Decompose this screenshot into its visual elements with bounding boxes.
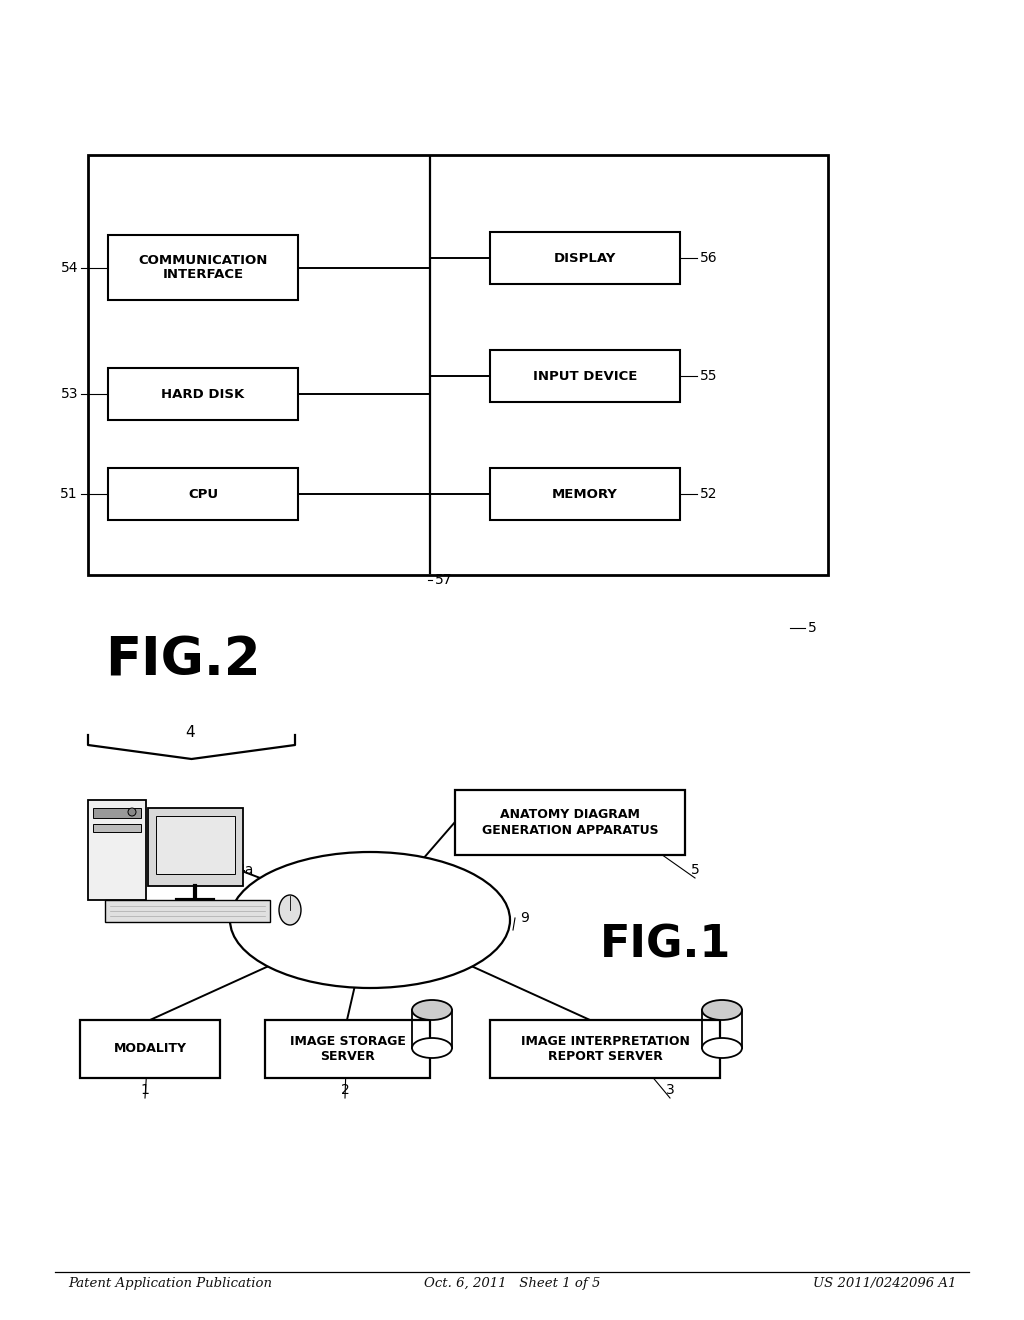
Text: COMMUNICATION
INTERFACE: COMMUNICATION INTERFACE [138,253,267,281]
Text: 55: 55 [700,370,718,383]
Text: DISPLAY: DISPLAY [554,252,616,264]
Text: 5: 5 [808,620,817,635]
Bar [93,808,141,818]
Bar [108,235,298,300]
Bar [108,469,298,520]
Bar [88,154,828,576]
Ellipse shape [702,1001,742,1020]
Bar [88,800,146,900]
Ellipse shape [128,808,136,816]
Text: HARD DISK: HARD DISK [162,388,245,400]
Text: INPUT DEVICE: INPUT DEVICE [532,370,637,383]
Text: ANATOMY DIAGRAM
GENERATION APPARATUS: ANATOMY DIAGRAM GENERATION APPARATUS [481,808,658,837]
Text: 2: 2 [341,1082,349,1097]
Ellipse shape [412,1038,452,1059]
Text: IMAGE STORAGE
SERVER: IMAGE STORAGE SERVER [290,1035,406,1063]
Text: Oct. 6, 2011   Sheet 1 of 5: Oct. 6, 2011 Sheet 1 of 5 [424,1276,600,1290]
Bar [490,1020,720,1078]
Text: CPU: CPU [188,487,218,500]
Bar [490,350,680,403]
Text: 54: 54 [60,261,78,275]
Ellipse shape [279,895,301,925]
Bar [490,232,680,284]
Text: Patent Application Publication: Patent Application Publication [68,1276,272,1290]
Text: 4: 4 [185,725,195,741]
Text: 57: 57 [435,573,453,587]
Bar [455,789,685,855]
Text: 1: 1 [140,1082,150,1097]
Bar [156,816,234,874]
Text: 5: 5 [690,863,699,876]
Text: 3: 3 [666,1082,675,1097]
Bar [108,368,298,420]
Bar [490,469,680,520]
Ellipse shape [702,1038,742,1059]
Text: 51: 51 [60,487,78,502]
Text: MODALITY: MODALITY [114,1043,186,1056]
Text: IMAGE INTERPRETATION
REPORT SERVER: IMAGE INTERPRETATION REPORT SERVER [520,1035,689,1063]
Text: FIG.2: FIG.2 [105,634,261,686]
Ellipse shape [230,851,510,987]
Bar [80,1020,220,1078]
Text: 53: 53 [60,387,78,401]
Bar [265,1020,430,1078]
Bar [148,808,243,886]
Text: 4a: 4a [237,863,254,876]
Text: US 2011/0242096 A1: US 2011/0242096 A1 [813,1276,956,1290]
Ellipse shape [412,1001,452,1020]
Text: MEMORY: MEMORY [552,487,617,500]
Bar [105,900,270,921]
Text: 56: 56 [700,251,718,265]
Text: 52: 52 [700,487,718,502]
Bar [93,824,141,832]
Text: FIG.1: FIG.1 [600,924,731,966]
Text: 9: 9 [520,911,528,925]
